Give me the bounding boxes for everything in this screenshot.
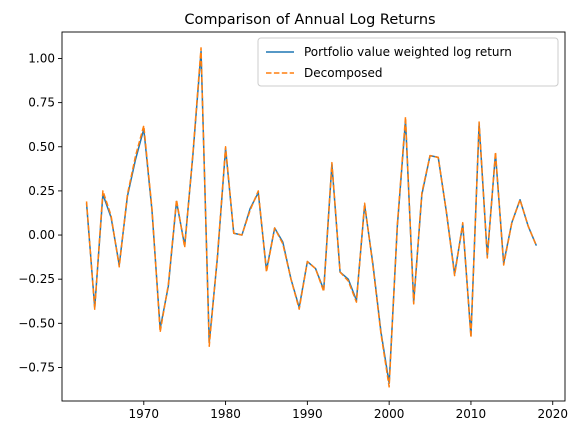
y-tick-label: −0.50 xyxy=(18,316,55,330)
y-tick-label: −0.75 xyxy=(18,360,55,374)
axes-frame xyxy=(61,31,566,402)
y-tick-label: 0.00 xyxy=(28,228,55,242)
legend-box xyxy=(257,37,559,87)
series-line-decomposed xyxy=(85,47,538,388)
x-tick-label: 2020 xyxy=(537,407,568,421)
chart-title: Comparison of Annual Log Returns xyxy=(184,12,435,28)
y-tick-label: 1.00 xyxy=(28,51,55,65)
y-axis: −0.75 −0.50 −0.25 0.00 0.25 0.50 0.75 1.00 xyxy=(18,51,62,374)
plot-area: 1970 1980 1990 2000 2010 2020 −0.75 −0.50 −0.25… xyxy=(18,31,568,421)
y-tick-label: 0.50 xyxy=(28,140,55,154)
series-line-portfolio xyxy=(85,50,538,385)
legend-label-decomposed: Decomposed xyxy=(304,66,382,80)
x-tick-label: 2000 xyxy=(374,407,405,421)
y-tick-label: −0.25 xyxy=(18,272,55,286)
x-axis: 1970 1980 1990 2000 2010 2020 xyxy=(129,401,568,421)
y-tick-label: 0.75 xyxy=(28,96,55,110)
series-lines xyxy=(85,47,538,388)
legend-label-portfolio: Portfolio value weighted log return xyxy=(304,45,512,59)
x-tick-label: 1990 xyxy=(292,407,323,421)
y-tick-label: 0.25 xyxy=(28,184,55,198)
x-tick-label: 1970 xyxy=(129,407,160,421)
legend: Portfolio value weighted log return Deco… xyxy=(257,37,559,87)
x-tick-label: 2010 xyxy=(456,407,487,421)
x-tick-label: 1980 xyxy=(210,407,241,421)
